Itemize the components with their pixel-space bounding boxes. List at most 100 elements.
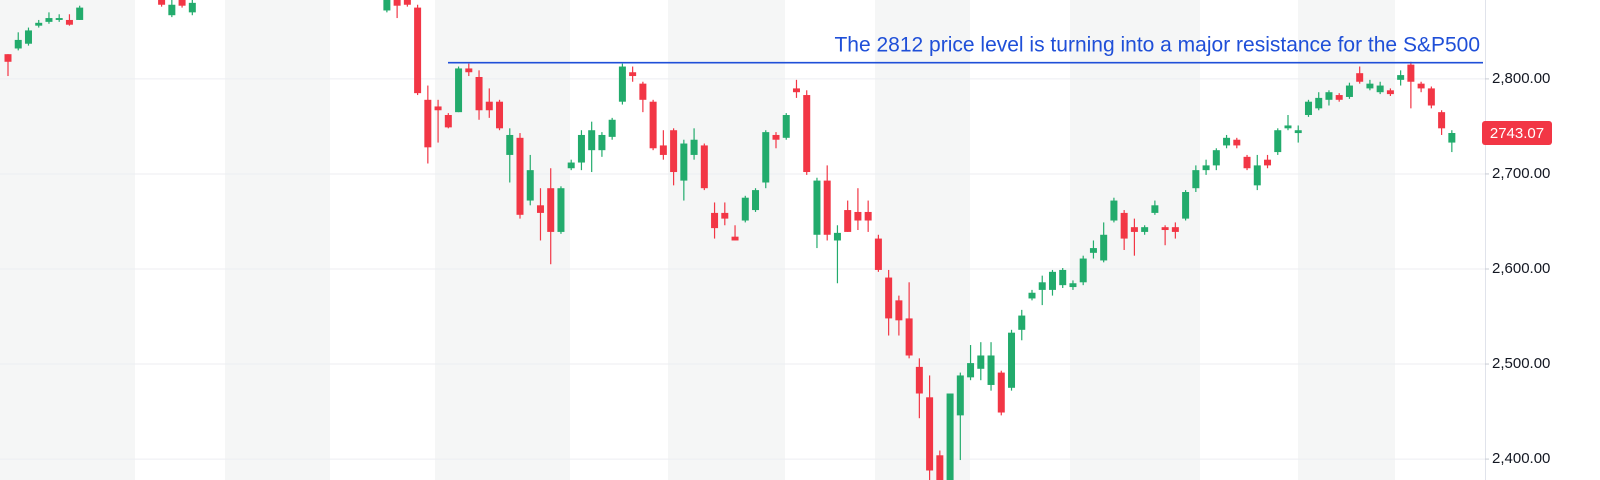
candle-body <box>936 455 944 480</box>
candle-body <box>1427 88 1435 106</box>
candle-body <box>803 95 811 173</box>
candle-body <box>465 68 473 73</box>
candle-body <box>577 134 585 163</box>
candle-body <box>1284 125 1292 129</box>
candle-body <box>1304 101 1312 116</box>
candle-body <box>444 115 452 128</box>
candle-body <box>1386 90 1394 95</box>
candle-body <box>1171 227 1179 232</box>
candle-body <box>721 212 729 219</box>
period-band <box>225 0 330 480</box>
candle-body <box>567 162 575 169</box>
candle-body <box>506 134 514 155</box>
candle-body <box>1089 248 1097 253</box>
candle-body <box>1233 139 1241 146</box>
candle-body <box>1161 227 1169 231</box>
candle-body <box>1069 283 1077 288</box>
candle-body <box>55 18 63 20</box>
candle-body <box>1253 165 1261 186</box>
candle-body <box>158 0 166 5</box>
annotation-text: The 2812 price level is turning into a m… <box>834 33 1480 56</box>
candle-body <box>65 19 73 25</box>
candle-body <box>885 277 893 319</box>
candle-body <box>926 397 934 471</box>
candle-body <box>977 355 985 369</box>
candle-body <box>1120 212 1128 239</box>
candle-body <box>526 170 534 201</box>
candle-body <box>690 139 698 155</box>
candle-body <box>1356 73 1364 82</box>
candle-body <box>823 180 831 235</box>
candle-body <box>1243 156 1251 169</box>
candle-body <box>1059 269 1067 286</box>
candle-body <box>1366 83 1374 89</box>
candle-body <box>967 363 975 378</box>
candle-body <box>557 188 565 232</box>
candle-body <box>35 22 43 26</box>
candle-body <box>1100 234 1108 261</box>
candles <box>4 0 1456 480</box>
candle-body <box>1264 159 1272 166</box>
candle-body <box>1008 332 1016 388</box>
y-tick-label: 2,400.00 <box>1492 450 1550 467</box>
period-bands <box>0 0 1395 480</box>
candle-body <box>1325 92 1333 100</box>
candle-body <box>414 7 422 94</box>
candle-body <box>1182 192 1190 219</box>
candle-body <box>731 236 739 241</box>
candle-body <box>700 145 708 189</box>
candle-body <box>895 300 903 321</box>
candle-body <box>588 130 596 151</box>
candle-body <box>1407 64 1415 82</box>
candle-body <box>792 88 800 93</box>
candle-body <box>1018 315 1026 330</box>
period-band <box>875 0 970 480</box>
overlay: The 2812 price level is turning into a m… <box>448 33 1483 64</box>
candle-body <box>1079 258 1087 283</box>
candle-body <box>864 211 872 221</box>
candle-body <box>997 372 1005 413</box>
candle-body <box>844 210 852 232</box>
candle-body <box>14 39 22 49</box>
candle-body <box>188 2 196 13</box>
candle-body <box>905 318 913 356</box>
candle-body <box>946 393 954 480</box>
period-band <box>1298 0 1395 480</box>
candle-body <box>434 106 442 111</box>
candle-body <box>424 99 432 148</box>
candle-body <box>1212 150 1220 166</box>
candle-body <box>680 143 688 181</box>
candle-body <box>1294 130 1302 134</box>
candle-body <box>1376 85 1384 93</box>
period-band <box>0 0 135 480</box>
candle-body <box>1038 282 1046 290</box>
grid <box>0 78 1485 460</box>
period-band <box>668 0 785 480</box>
candle-body <box>1028 292 1036 299</box>
candle-body <box>76 7 84 20</box>
candle-body <box>1141 227 1149 232</box>
candle-body <box>711 212 719 229</box>
candle-body <box>1315 97 1323 109</box>
candle-body <box>168 4 176 16</box>
candle-body <box>1130 227 1138 232</box>
candle-body <box>1417 83 1425 89</box>
candle-body <box>1448 133 1456 143</box>
candle-body <box>1151 205 1159 213</box>
candle-body <box>1345 85 1353 97</box>
candle-body <box>393 0 401 6</box>
candle-body <box>782 115 790 138</box>
candle-body <box>403 0 411 5</box>
candle-body <box>752 190 760 211</box>
candle-body <box>24 30 32 44</box>
candle-body <box>670 130 678 173</box>
candle-body <box>649 101 657 149</box>
candle-body <box>1202 165 1210 171</box>
candle-body <box>659 145 667 155</box>
candle-body <box>383 0 391 11</box>
candle-body <box>762 132 770 183</box>
candle-body <box>178 0 186 6</box>
candle-body <box>629 72 637 77</box>
candle-body <box>639 83 647 100</box>
